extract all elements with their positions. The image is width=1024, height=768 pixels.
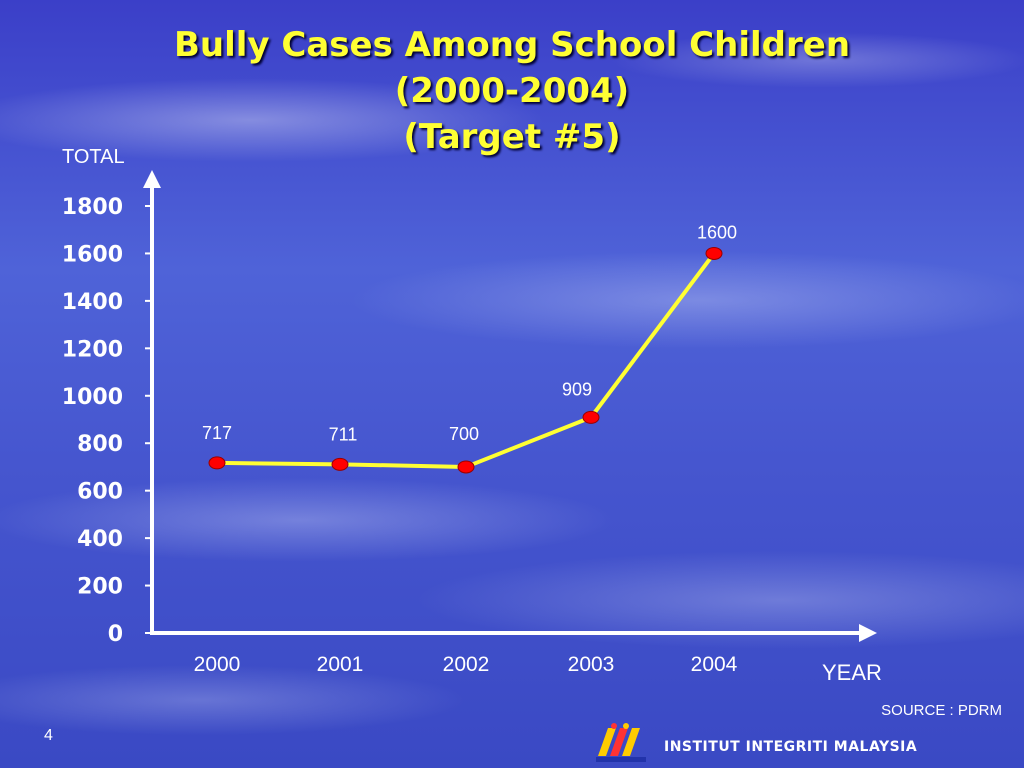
y-tick-label: 1400 — [62, 290, 123, 315]
data-label: 717 — [202, 423, 232, 443]
y-tick-label: 1800 — [62, 195, 123, 220]
x-tick-label: 2002 — [443, 653, 490, 676]
y-tick-label: 0 — [108, 622, 123, 647]
y-tick-label: 200 — [77, 575, 123, 600]
data-point — [705, 246, 723, 260]
page-number: 4 — [44, 727, 53, 744]
y-tick-label: 1600 — [62, 242, 123, 267]
y-axis-title: TOTAL — [62, 146, 125, 168]
y-tick-label: 600 — [77, 480, 123, 505]
data-point — [582, 410, 600, 424]
y-tick-label: 800 — [77, 432, 123, 457]
data-label: 711 — [329, 424, 358, 444]
data-point — [331, 457, 349, 471]
x-axis-title: YEAR — [822, 660, 882, 685]
x-tick-label: 2003 — [568, 653, 615, 676]
y-tick-label: 1000 — [62, 385, 123, 410]
data-point — [208, 456, 226, 470]
x-tick-label: 2004 — [691, 653, 738, 676]
source-note: SOURCE : PDRM — [881, 702, 1002, 719]
y-tick-label: 400 — [77, 527, 123, 552]
x-axis-arrow — [859, 624, 877, 642]
x-tick-label: 2001 — [317, 653, 364, 676]
title-line-1: Bully Cases Among School Children — [173, 25, 851, 65]
footer-organization: INSTITUT INTEGRITI MALAYSIA — [664, 739, 918, 755]
x-tick-label: 2000 — [194, 653, 241, 676]
title-line-3: (Target #5) — [403, 117, 621, 157]
chart-title: Bully Cases Among School Children (2000-… — [0, 22, 1024, 160]
data-label: 909 — [562, 379, 592, 399]
data-point — [457, 460, 475, 474]
title-line-2: (2000-2004) — [394, 71, 630, 111]
data-label: 700 — [449, 424, 479, 444]
y-tick-label: 1200 — [62, 337, 123, 362]
data-label: 1600 — [697, 222, 737, 242]
institute-logo — [596, 723, 646, 762]
y-axis-arrow — [143, 170, 161, 188]
